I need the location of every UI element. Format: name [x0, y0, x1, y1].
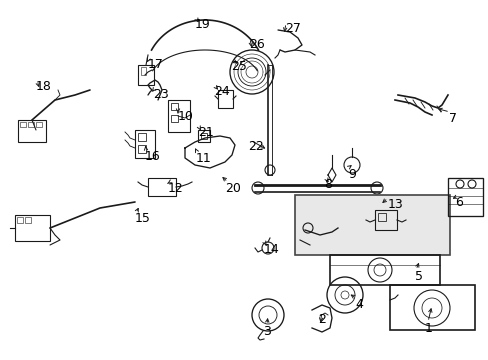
Text: 27: 27	[285, 22, 300, 35]
Text: 4: 4	[354, 298, 362, 311]
Bar	[138, 65, 154, 85]
Text: 10: 10	[178, 110, 193, 123]
Text: 1: 1	[424, 322, 432, 335]
Bar	[389, 285, 474, 330]
Bar	[294, 195, 449, 255]
Bar	[171, 115, 178, 122]
Text: 12: 12	[168, 182, 183, 195]
Bar	[36, 122, 42, 127]
Text: 20: 20	[224, 182, 241, 195]
Text: 14: 14	[264, 243, 279, 256]
Bar	[201, 133, 206, 139]
Text: 23: 23	[153, 88, 168, 101]
Text: 13: 13	[387, 198, 403, 211]
Bar	[18, 120, 46, 142]
Text: 24: 24	[214, 85, 229, 98]
Bar	[148, 178, 176, 196]
Bar	[168, 100, 190, 132]
Text: 5: 5	[414, 270, 422, 283]
Text: 9: 9	[347, 168, 355, 181]
Text: 26: 26	[248, 38, 264, 51]
Bar	[447, 178, 482, 216]
Bar	[377, 213, 385, 221]
Bar	[15, 215, 50, 241]
Text: 15: 15	[135, 212, 151, 225]
Text: 16: 16	[145, 150, 161, 163]
Text: 25: 25	[230, 60, 246, 73]
Text: 22: 22	[247, 140, 263, 153]
Bar	[218, 90, 232, 108]
Bar	[374, 210, 396, 230]
Text: 3: 3	[263, 325, 270, 338]
Text: 17: 17	[148, 58, 163, 71]
Bar	[171, 103, 178, 110]
Text: 11: 11	[196, 152, 211, 165]
Bar	[138, 145, 146, 153]
Text: 7: 7	[448, 112, 456, 125]
Bar	[20, 122, 26, 127]
Bar	[28, 122, 34, 127]
Bar	[329, 255, 439, 285]
Text: 19: 19	[195, 18, 210, 31]
Text: 6: 6	[454, 196, 462, 209]
Bar	[138, 133, 146, 141]
Bar	[25, 217, 31, 223]
Bar	[135, 130, 155, 158]
Text: 2: 2	[317, 313, 325, 326]
Bar	[17, 217, 23, 223]
Text: 18: 18	[36, 80, 52, 93]
Bar	[198, 130, 209, 142]
Text: 21: 21	[198, 126, 213, 139]
Text: 8: 8	[324, 178, 331, 191]
Bar	[141, 67, 146, 75]
